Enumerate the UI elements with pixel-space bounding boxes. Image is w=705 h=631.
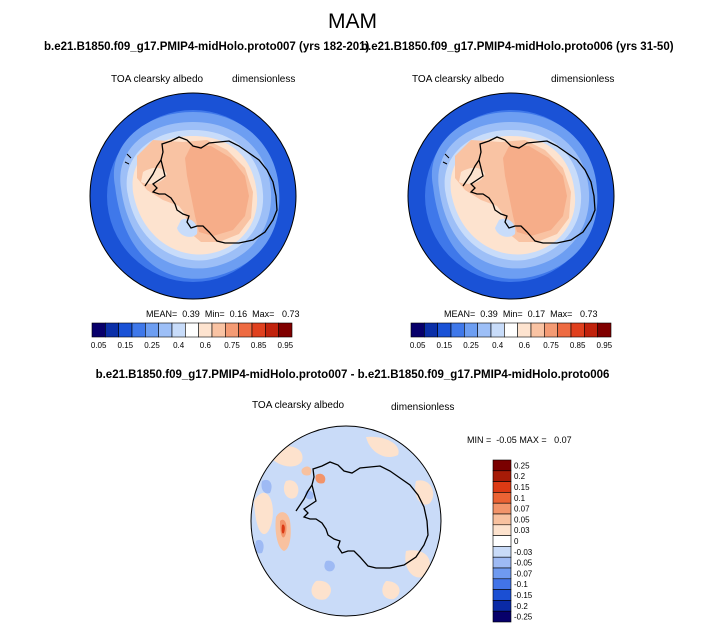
diff-colorbar-swatch (492, 470, 512, 482)
panel-1-colorbar-tick-label: 0.15 (118, 341, 134, 350)
panel-2-colorbar-swatch (544, 322, 558, 338)
panel-1-stats: MEAN= 0.39 Min= 0.16 Max= 0.73 (146, 309, 300, 319)
diff-colorbar-tick-label: 0.07 (514, 505, 530, 514)
diff-colorbar-swatch (492, 600, 512, 612)
diff-colorbar-swatch (492, 513, 512, 526)
panel-1-colorbar-swatch (265, 322, 279, 338)
panel-2-colorbar-swatch (557, 322, 572, 338)
diff-colorbar-swatch (492, 502, 512, 515)
diff-colorbar-swatch (492, 589, 512, 601)
diff-colorbar-tick-label: -0.03 (514, 548, 533, 557)
diff-colorbar-swatch (492, 535, 512, 547)
panel-1-colorbar-tick-label: 0.4 (173, 341, 185, 350)
panel-1-colorbar-swatch (278, 322, 293, 338)
panel-2-colorbar-tick-label: 0.75 (543, 341, 559, 350)
panel-2-map (407, 92, 615, 300)
diff-colorbar-swatch (492, 459, 512, 472)
panel-1-colorbar-tick-label: 0.85 (251, 341, 267, 350)
diff-colorbar-tick-label: 0.25 (514, 461, 530, 470)
diff-colorbar-swatch (492, 567, 512, 580)
diff-colorbar-swatch (492, 578, 512, 590)
panel-2-units: dimensionless (551, 74, 615, 85)
panel-1-colorbar-tick-label: 0.6 (200, 341, 212, 350)
diff-colorbar-swatch (492, 556, 512, 569)
panel-1-colorbar-tick-label: 0.75 (224, 341, 240, 350)
diff-colorbar-tick-label: 0.2 (514, 472, 526, 481)
diff-units: dimensionless (391, 402, 455, 413)
panel-2-colorbar-tick-label: 0.85 (570, 341, 586, 350)
panel-2-colorbar-tick-label: 0.4 (492, 341, 504, 350)
diff-colorbar-tick-label: 0.03 (514, 526, 530, 535)
panel-2-colorbar-swatch (477, 322, 492, 338)
panel-2-map-boundary (407, 92, 615, 300)
panel-2-colorbar-swatch (464, 322, 478, 338)
panel-2-colorbar-swatch (437, 322, 452, 338)
panel-2-colorbar-tick-label: 0.05 (410, 341, 426, 350)
diff-colorbar-tick-label: 0.15 (514, 483, 530, 492)
panel-1-colorbar-swatch (118, 322, 133, 338)
diff-colorbar-swatch (492, 492, 512, 504)
diff-title: b.e21.B1850.f09_g17.PMIP4-midHolo.proto0… (95, 369, 610, 381)
panel-1-colorbar-swatch (198, 322, 213, 338)
diff-variable: TOA clearsky albedo (252, 400, 345, 411)
panel-2-colorbar-swatch (450, 322, 465, 338)
panel-1-colorbar: 0.05 0.15 0.25 0.4 0.6 0.75 0.85 0.95 (91, 322, 294, 350)
panel-1-colorbar-swatch (131, 322, 146, 338)
panel-1-colorbar-swatch (171, 322, 186, 338)
diff-colorbar-swatch (492, 546, 512, 558)
diff-colorbar-tick-label: -0.15 (514, 591, 533, 600)
diff-colorbar-swatch (492, 610, 512, 623)
panel-2-colorbar-swatch (530, 322, 545, 338)
panel-2-colorbar: 0.05 0.15 0.25 0.4 0.6 0.75 0.85 0.95 (410, 322, 613, 350)
panel-2-colorbar-swatch (597, 322, 612, 338)
panel-1-colorbar-swatch (145, 322, 159, 338)
panel-1-title: b.e21.B1850.f09_g17.PMIP4-midHolo.proto0… (44, 41, 370, 53)
diff-colorbar-tick-label: 0.05 (514, 515, 530, 524)
figure-title: MAM (328, 10, 377, 33)
diff-colorbar-tick-label: -0.07 (514, 569, 533, 578)
panel-1-colorbar-swatch (91, 322, 106, 338)
panel-2-colorbar-tick-label: 0.25 (463, 341, 479, 350)
panel-2-colorbar-tick-label: 0.95 (597, 341, 613, 350)
panel-2-colorbar-swatch (517, 322, 532, 338)
diff-colorbar-tick-label: 0 (514, 537, 519, 546)
panel-2-colorbar-swatch (424, 322, 438, 338)
panel-2-variable: TOA clearsky albedo (412, 74, 505, 85)
panel-1-map-boundary (89, 92, 297, 300)
panel-1-colorbar-swatch (211, 322, 226, 338)
diff-colorbar: -0.25 -0.2 -0.15 -0.1 -0.07-0.05 -0.03 0 0.03 0.… (492, 459, 533, 623)
panel-1-colorbar-swatch (225, 322, 239, 338)
panel-2-colorbar-tick-label: 0.15 (437, 341, 453, 350)
diff-colorbar-swatch (492, 481, 512, 493)
panel-1-map (89, 92, 297, 300)
panel-2-colorbar-swatch (490, 322, 505, 338)
panel-1-colorbar-swatch (251, 322, 266, 338)
panel-2-stats: MEAN= 0.39 Min= 0.17 Max= 0.73 (444, 309, 598, 319)
panel-2-title: b.e21.B1850.f09_g17.PMIP4-midHolo.proto0… (361, 41, 674, 53)
diff-stats: MIN = -0.05 MAX = 0.07 (467, 435, 572, 445)
diff-colorbar-tick-label: -0.2 (514, 602, 528, 611)
panel-1-units: dimensionless (232, 74, 296, 85)
panel-1-colorbar-tick-label: 0.25 (144, 341, 160, 350)
panel-1-colorbar-swatch (158, 322, 173, 338)
panel-2-colorbar-swatch (584, 322, 598, 338)
diff-colorbar-tick-label: -0.25 (514, 613, 533, 622)
diff-colorbar-tick-label: -0.1 (514, 580, 528, 589)
panel-2-colorbar-swatch (410, 322, 425, 338)
panel-1-colorbar-swatch (105, 322, 119, 338)
panel-1-variable: TOA clearsky albedo (111, 74, 204, 85)
panel-2-colorbar-swatch (570, 322, 585, 338)
panel-1-colorbar-tick-label: 0.05 (91, 341, 107, 350)
panel-1-colorbar-swatch (238, 322, 253, 338)
panel-1-colorbar-tick-label: 0.95 (278, 341, 294, 350)
diff-colorbar-swatch (492, 524, 512, 536)
diff-map-boundary (250, 425, 442, 617)
diff-colorbar-tick-label: 0.1 (514, 494, 526, 503)
diff-map (250, 425, 442, 617)
panel-2-colorbar-swatch (504, 322, 518, 338)
panel-1-colorbar-swatch (185, 322, 199, 338)
panel-2-colorbar-tick-label: 0.6 (519, 341, 531, 350)
diff-colorbar-tick-label: -0.05 (514, 559, 533, 568)
